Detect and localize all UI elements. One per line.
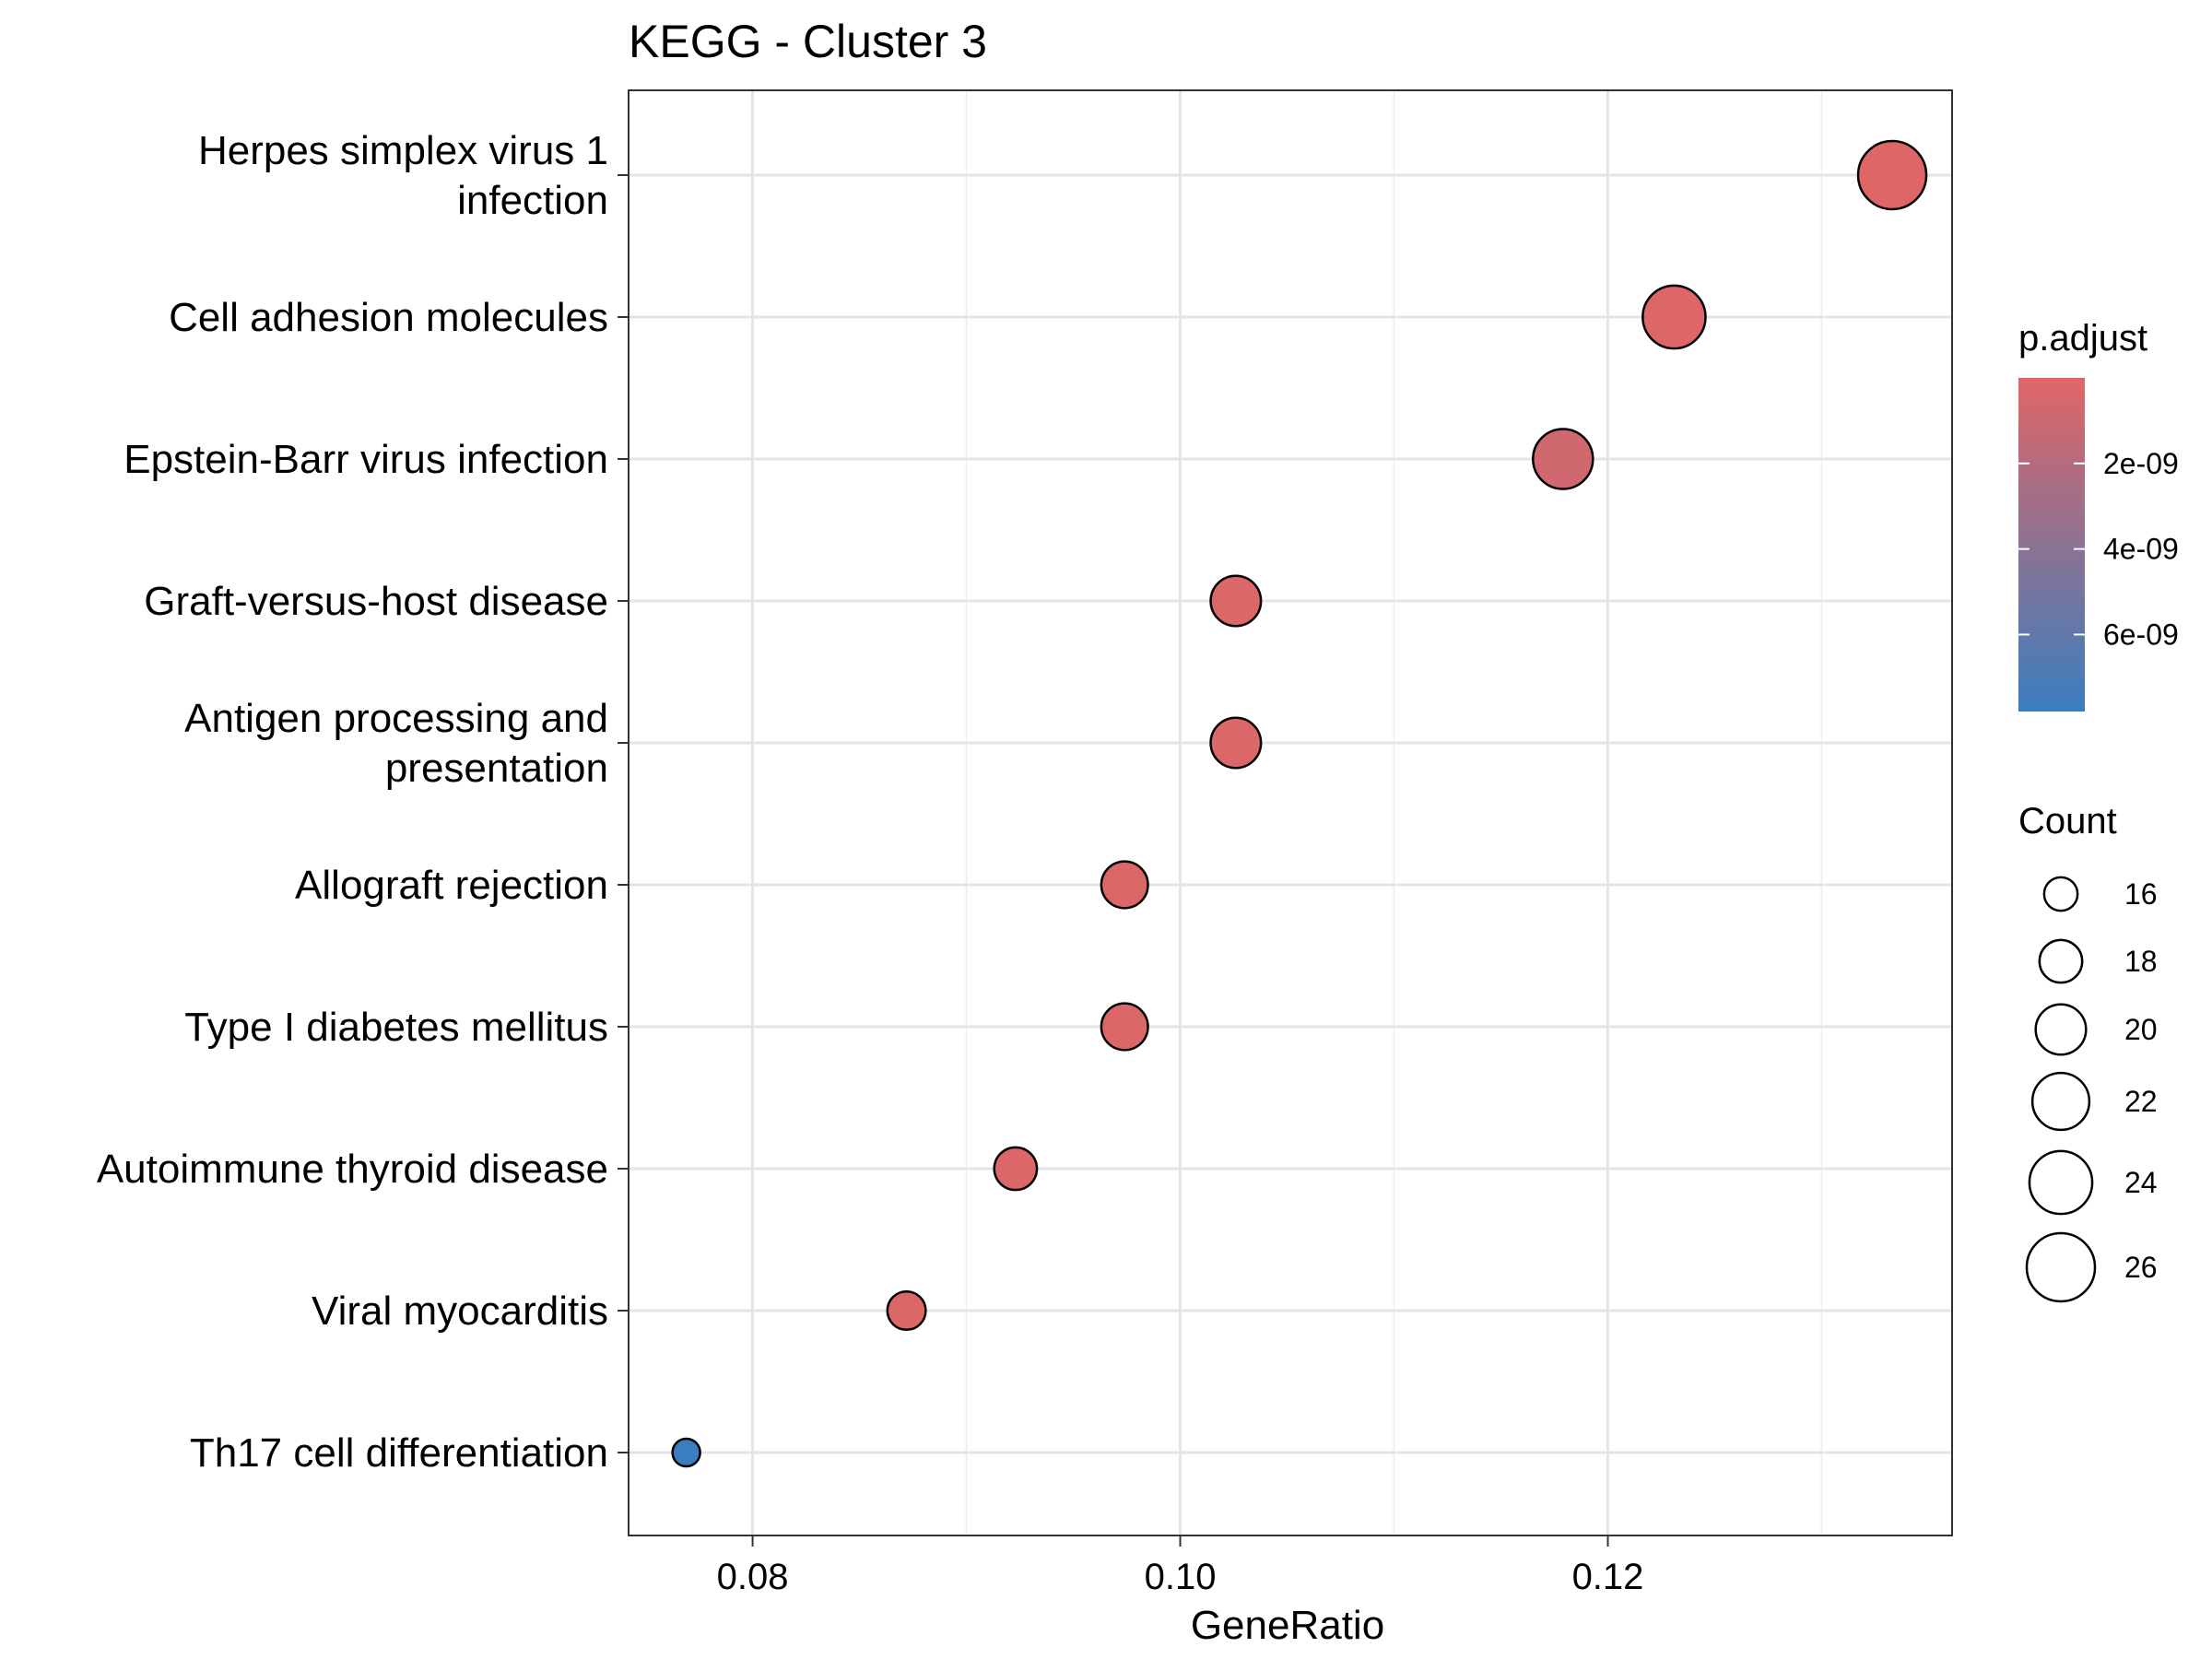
y-tick-label: Graft-versus-host disease bbox=[144, 579, 608, 624]
y-tick-label: Viral myocarditis bbox=[312, 1288, 608, 1334]
size-legend-key bbox=[2025, 1231, 2097, 1303]
y-tick-label: Type I diabetes mellitus bbox=[184, 1005, 608, 1050]
y-tick-label: Herpes simplex virus 1 infection bbox=[198, 128, 608, 223]
data-point bbox=[1209, 716, 1263, 770]
x-tick-label: 0.08 bbox=[717, 1557, 789, 1597]
color-bar-label: 6e-09 bbox=[2103, 618, 2179, 651]
y-tick-label: Th17 cell differentiation bbox=[190, 1430, 608, 1476]
y-tick-label: Epstein-Barr virus infection bbox=[124, 437, 608, 482]
color-bar bbox=[2018, 378, 2085, 712]
data-point bbox=[1100, 860, 1149, 910]
data-point bbox=[1100, 1002, 1149, 1052]
y-tick-label: Cell adhesion molecules bbox=[169, 295, 608, 340]
size-legend-key bbox=[2030, 1071, 2091, 1132]
size-legend-label: 22 bbox=[2124, 1085, 2158, 1118]
grid-lines bbox=[629, 90, 1952, 1535]
size-legend-key bbox=[2034, 1003, 2088, 1056]
data-point bbox=[1532, 428, 1594, 490]
y-tick-label: Antigen processing and presentation bbox=[184, 696, 608, 791]
plot-panel-border bbox=[628, 89, 1953, 1536]
x-tick-label: 0.12 bbox=[1572, 1557, 1644, 1597]
color-bar-label: 4e-09 bbox=[2103, 533, 2179, 566]
size-legend-key bbox=[2042, 876, 2079, 912]
color-legend-title: p.adjust bbox=[2018, 318, 2147, 359]
size-legend-label: 18 bbox=[2124, 945, 2158, 978]
size-legend-label: 26 bbox=[2124, 1251, 2158, 1284]
data-point bbox=[671, 1437, 701, 1468]
size-legend-label: 16 bbox=[2124, 877, 2158, 911]
y-tick-label: Allograft rejection bbox=[295, 863, 608, 908]
size-legend-label: 24 bbox=[2124, 1166, 2158, 1199]
data-point bbox=[886, 1289, 927, 1332]
color-bar-label: 2e-09 bbox=[2103, 447, 2179, 480]
x-axis-title: GeneRatio bbox=[1191, 1603, 1384, 1648]
data-point bbox=[993, 1146, 1039, 1192]
y-tick-label: Autoimmune thyroid disease bbox=[97, 1147, 608, 1192]
size-legend-label: 20 bbox=[2124, 1013, 2158, 1046]
size-legend-title: Count bbox=[2018, 801, 2117, 841]
x-tick-label: 0.10 bbox=[1145, 1557, 1217, 1597]
data-point bbox=[1856, 139, 1928, 211]
chart-title: KEGG - Cluster 3 bbox=[629, 16, 987, 67]
data-point bbox=[1641, 284, 1707, 350]
size-legend-key bbox=[2038, 938, 2084, 984]
size-legend-key bbox=[2028, 1149, 2094, 1216]
data-point bbox=[1209, 574, 1263, 628]
